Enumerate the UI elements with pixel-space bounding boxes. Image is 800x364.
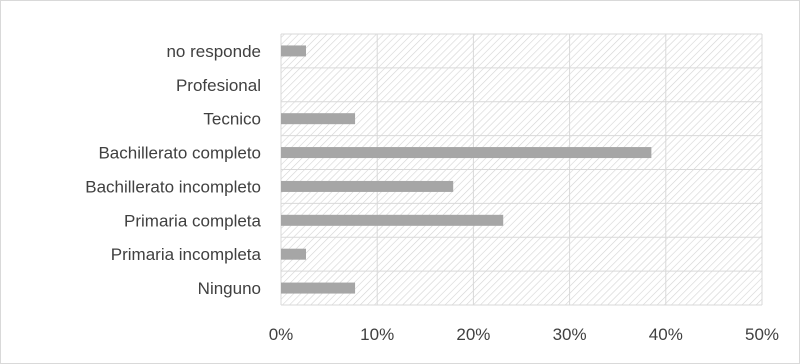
x-tick-label: 20% [456,325,490,344]
bar-tecnico [281,113,356,125]
bar-layer [281,45,652,294]
category-label: Ninguno [198,279,261,298]
bar-primaria-incompleta [281,248,307,260]
bar-bachillerato-completo [281,147,652,159]
category-label: no responde [166,42,261,61]
bar-no-responde [281,45,307,57]
bar-primaria-completa [281,214,504,226]
grid-layer [280,33,763,306]
category-labels: no responde Profesional Tecnico Bachillerat… [85,42,261,298]
bar-bachillerato-incompleto [281,180,454,192]
x-tick-label: 10% [360,325,394,344]
category-label: Profesional [176,76,261,95]
bar-ninguno [281,282,356,294]
x-tick-label: 30% [553,325,587,344]
category-label: Primaria incompleta [111,245,262,264]
category-label: Primaria completa [124,211,262,230]
category-label: Bachillerato incompleto [85,177,261,196]
x-axis-ticks: 0% 10% 20% 30% 40% 50% [269,325,779,344]
x-tick-label: 40% [649,325,683,344]
x-tick-label: 0% [269,325,294,344]
category-label: Bachillerato completo [98,144,261,163]
x-tick-label: 50% [745,325,779,344]
category-label: Tecnico [203,110,261,129]
